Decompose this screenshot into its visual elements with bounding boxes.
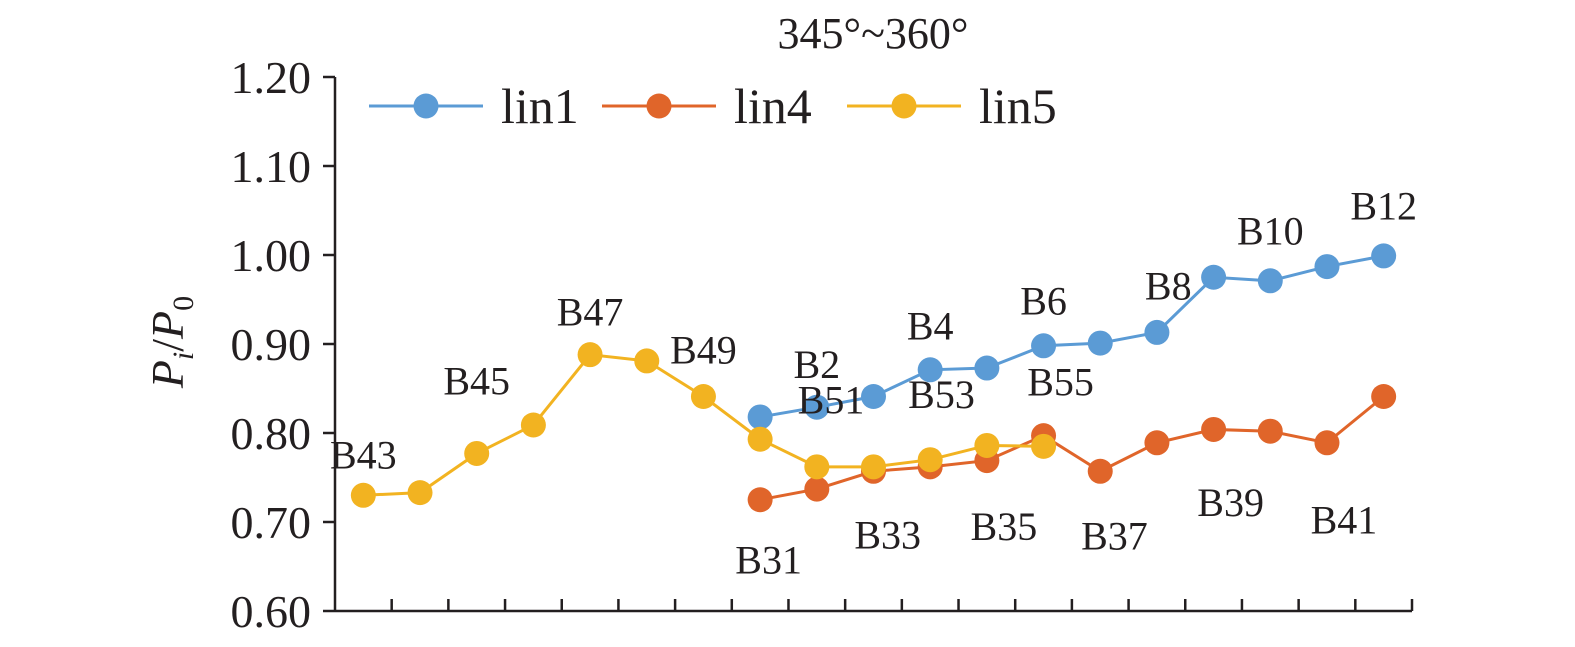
data-point-lin1 <box>1144 319 1170 345</box>
point-label: B55 <box>1027 360 1094 405</box>
data-point-lin5 <box>861 454 886 480</box>
point-label: B39 <box>1197 480 1264 525</box>
point-label: B2 <box>793 342 840 387</box>
chart-title: 345°~360° <box>778 9 969 58</box>
data-point-lin1 <box>1201 264 1227 290</box>
data-point-lin4 <box>747 487 773 513</box>
data-point-lin1 <box>861 384 886 410</box>
data-point-lin4 <box>1314 430 1340 456</box>
data-point-lin4 <box>1201 416 1227 442</box>
data-point-lin1 <box>747 404 773 430</box>
y-label-p0: P <box>142 311 193 340</box>
point-label: B37 <box>1081 514 1148 559</box>
data-point-lin5 <box>520 412 546 438</box>
point-label: B49 <box>670 328 737 373</box>
y-tick-label: 1.20 <box>231 52 312 103</box>
y-tick-label: 0.80 <box>231 408 312 459</box>
point-label: B53 <box>908 372 975 417</box>
y-tick-label: 1.10 <box>231 141 312 192</box>
data-point-lin5 <box>577 342 603 368</box>
legend: lin1 lin4 lin5 <box>369 78 1057 134</box>
point-label: B43 <box>330 433 397 478</box>
legend-label-lin5: lin5 <box>979 78 1057 134</box>
data-point-lin1 <box>974 355 1000 381</box>
point-label: B51 <box>798 377 865 422</box>
data-point-lin1 <box>1031 333 1057 359</box>
data-point-lin1 <box>917 357 943 383</box>
point-label: B4 <box>907 304 954 349</box>
y-tick-label: 1.00 <box>231 230 312 281</box>
data-point-lin5 <box>690 384 716 410</box>
data-point-lin5 <box>974 432 1000 458</box>
data-point-lin4 <box>1087 458 1113 484</box>
data-point-lin5 <box>1031 433 1057 459</box>
point-label: B47 <box>557 289 624 334</box>
data-point-lin4 <box>1144 430 1170 456</box>
data-point-lin5 <box>917 447 943 473</box>
point-label: B45 <box>443 359 510 404</box>
point-label: B12 <box>1350 183 1417 228</box>
y-tick-label: 0.60 <box>231 586 312 637</box>
data-point-lin1 <box>1087 330 1113 356</box>
data-point-lin5 <box>350 482 376 508</box>
data-point-lin5 <box>804 454 830 480</box>
y-tick-label: 0.90 <box>231 319 312 370</box>
data-point-lin4 <box>1257 418 1283 444</box>
data-point-lin4 <box>1371 384 1397 410</box>
y-label-p: P <box>142 360 193 389</box>
point-label: B8 <box>1145 264 1192 309</box>
legend-marker-lin1 <box>413 93 439 119</box>
legend-label-lin4: lin4 <box>734 78 812 134</box>
legend-label-lin1: lin1 <box>501 78 579 134</box>
y-label-slash: / <box>142 339 193 352</box>
legend-marker-lin5 <box>891 93 917 119</box>
data-point-lin5 <box>464 440 490 466</box>
data-point-lin1 <box>1314 254 1340 280</box>
legend-marker-lin4 <box>646 93 672 119</box>
data-point-lin1 <box>1257 268 1283 294</box>
point-label: B31 <box>735 538 802 583</box>
point-label: B6 <box>1020 279 1067 324</box>
data-point-lin1 <box>1371 243 1397 269</box>
y-label-zero: 0 <box>167 296 200 311</box>
point-label: B10 <box>1237 208 1304 253</box>
data-point-lin1 <box>804 394 830 420</box>
point-label: B35 <box>971 504 1038 549</box>
y-label-i: i <box>167 352 200 360</box>
axes: 0.60 0.70 0.80 0.90 1.00 1.10 1.20 <box>231 52 1414 637</box>
data-point-lin5 <box>407 480 433 506</box>
y-tick-label: 0.70 <box>231 497 312 548</box>
point-label: B41 <box>1311 498 1378 543</box>
svg-text:Pi/P0: Pi/P0 <box>142 296 200 389</box>
series-layer <box>350 243 1397 513</box>
point-label: B33 <box>854 513 921 558</box>
data-point-lin4 <box>804 476 830 502</box>
y-axis-label: Pi/P0 <box>142 296 200 389</box>
data-point-lin5 <box>747 426 773 452</box>
data-point-lin5 <box>634 348 660 374</box>
